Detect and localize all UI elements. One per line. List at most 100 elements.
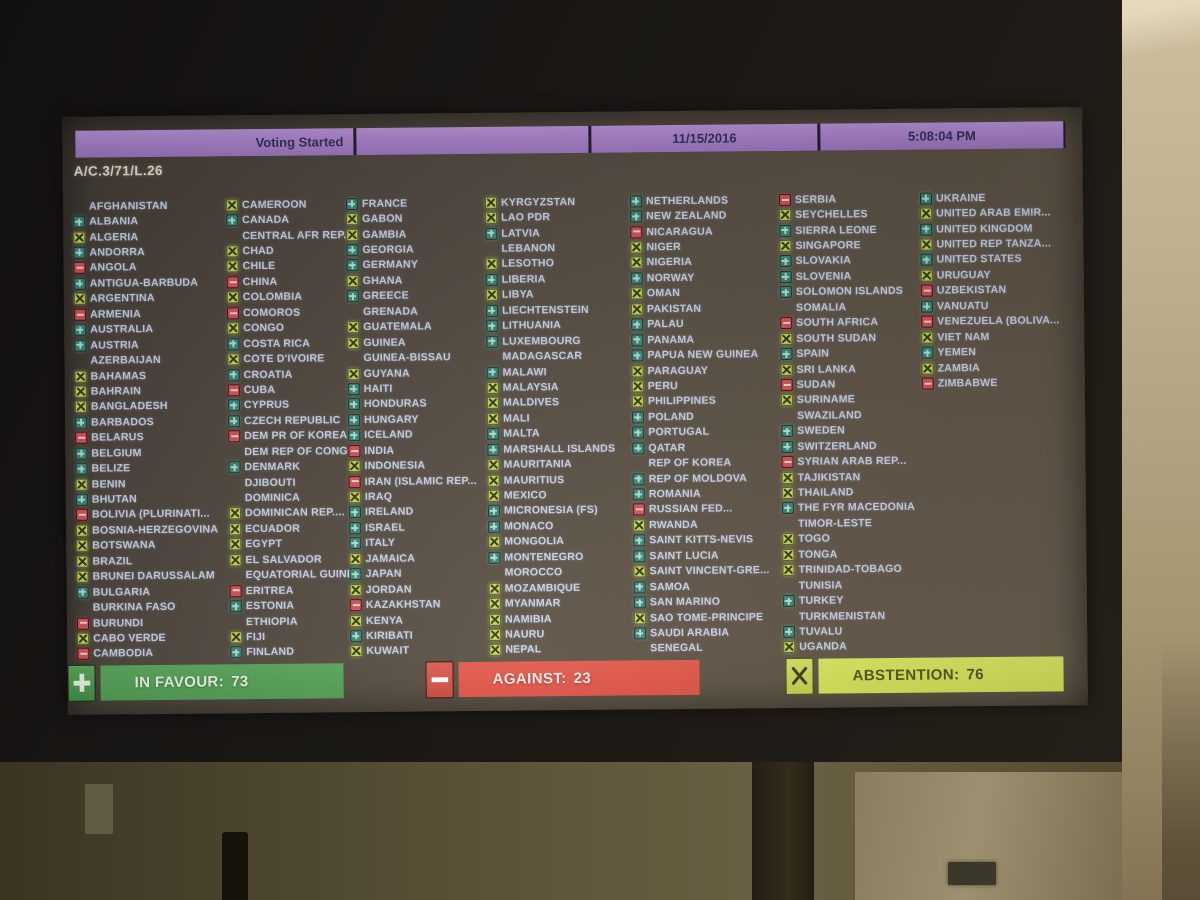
- country-row: SAINT VINCENT-GRE...: [633, 563, 777, 580]
- abstention-icon: [229, 523, 242, 536]
- in-favour-icon: [780, 348, 793, 361]
- country-name: LATVIA: [501, 226, 541, 240]
- country-column: AFGHANISTAN ALBANIA ALGERIA ANDORRA ANGOLA AN…: [73, 197, 227, 662]
- in-favour-icon: [487, 505, 501, 518]
- country-name: NORWAY: [646, 271, 695, 285]
- in-favour-icon: [228, 461, 241, 474]
- country-name: CENTRAL AFR REP....: [242, 228, 357, 242]
- abstention-icon: [630, 241, 643, 254]
- in-favour-icon: [227, 368, 240, 381]
- against-bar: AGAINST: 23: [458, 659, 700, 697]
- country-name: MAURITANIA: [503, 458, 572, 471]
- country-name: REP OF KOREA: [648, 456, 732, 470]
- against-icon: [76, 617, 90, 630]
- country-name: MADAGASCAR: [502, 350, 583, 363]
- in-favour-icon: [632, 472, 645, 486]
- in-favour-icon: [487, 428, 500, 441]
- abstention-icon: [74, 370, 87, 383]
- in-favour-icon: [633, 580, 646, 594]
- country-name: MICRONESIA (FS): [503, 504, 598, 518]
- country-name: COSTA RICA: [243, 337, 311, 350]
- in-favour-icon: [226, 214, 239, 227]
- abstention-icon: [633, 611, 647, 624]
- country-row: GUATEMALA: [347, 318, 481, 335]
- abstention-icon: [485, 258, 498, 271]
- country-row: ZIMBABWE: [921, 374, 1080, 391]
- country-row: KIRIBATI: [350, 627, 484, 644]
- no-vote-slot: [632, 457, 644, 469]
- in-favour-icon: [782, 594, 795, 608]
- country-name: CUBA: [243, 383, 276, 397]
- country-row: EGYPT: [229, 536, 344, 553]
- country-name: GREECE: [362, 289, 409, 303]
- country-name: AFGHANISTAN: [88, 199, 168, 213]
- country-row: SWITZERLAND: [781, 438, 917, 455]
- country-name: ECUADOR: [245, 522, 301, 536]
- country-name: SAINT KITTS-NEVIS: [649, 533, 754, 547]
- header-empty-segment: [356, 125, 589, 156]
- country-row: SOUTH SUDAN: [780, 330, 916, 347]
- country-name: UNITED KINGDOM: [936, 222, 1033, 236]
- country-name: DEM PR OF KOREA: [244, 429, 348, 443]
- in-favour-icon: [630, 210, 643, 223]
- country-row: AFGHANISTAN: [73, 197, 223, 214]
- country-row: INDONESIA: [348, 457, 482, 474]
- country-row: DJIBOUTI: [229, 474, 344, 491]
- abstention-icon: [920, 238, 933, 251]
- country-row: MALI: [487, 410, 627, 427]
- country-name: PORTUGAL: [648, 425, 710, 439]
- country-name: ZAMBIA: [937, 361, 981, 375]
- abstention-icon: [921, 331, 934, 344]
- abstention-icon: [76, 524, 89, 537]
- country-row: NAURU: [489, 626, 629, 643]
- in-favour-icon: [75, 462, 88, 475]
- abstention-icon: [487, 412, 500, 425]
- against-icon: [780, 378, 793, 391]
- country-name: TONGA: [798, 548, 838, 561]
- country-row: ECUADOR: [229, 520, 344, 537]
- country-name: SOMALIA: [795, 301, 847, 314]
- in-favour-icon: [348, 506, 362, 519]
- no-vote-slot: [485, 243, 497, 255]
- country-name: MALAYSIA: [502, 381, 559, 394]
- country-name: AZERBAIJAN: [90, 354, 161, 367]
- country-name: AUSTRALIA: [90, 323, 154, 336]
- country-name: NIGERIA: [646, 256, 693, 269]
- country-row: YEMEN: [921, 344, 1079, 361]
- country-row: DOMINICA: [229, 490, 344, 507]
- abstention-icon: [350, 645, 363, 658]
- country-column: SERBIA SEYCHELLES SIERRA LEONE SINGAPORE SLO…: [778, 191, 919, 655]
- country-row: SRI LANKA: [780, 361, 917, 378]
- country-name: TUNISIA: [798, 579, 843, 592]
- country-name: UNITED ARAB EMIR...: [936, 206, 1051, 220]
- against-label: AGAINST:: [492, 669, 567, 688]
- country-name: TURKMENISTAN: [798, 609, 886, 623]
- country-name: EL SALVADOR: [245, 553, 322, 566]
- against-icon: [921, 315, 934, 328]
- country-name: SINGAPORE: [795, 239, 861, 252]
- country-name: ZIMBABWE: [937, 376, 998, 390]
- country-row: NIGERIA: [630, 254, 775, 271]
- against-icon: [348, 444, 361, 457]
- abstention-icon: [781, 486, 794, 500]
- country-row: EL SALVADOR: [229, 551, 344, 568]
- abstention-icon: [346, 228, 359, 241]
- country-row: ITALY: [349, 535, 483, 552]
- country-name: IRAN (ISLAMIC REP...: [364, 474, 477, 488]
- country-name: URUGUAY: [936, 268, 991, 282]
- country-row: QATAR: [632, 439, 776, 456]
- abstention-icon: [227, 353, 240, 366]
- in-favour-icon: [485, 304, 499, 317]
- wall-pillar: [752, 762, 814, 900]
- country-name: KAZAKHSTAN: [365, 598, 441, 612]
- against-icon: [348, 475, 361, 488]
- country-row: ALBANIA: [73, 213, 223, 230]
- in-favour-icon: [230, 646, 243, 659]
- country-row: IRELAND: [348, 504, 483, 521]
- country-name: SLOVENIA: [795, 270, 852, 283]
- against-icon: [73, 262, 86, 275]
- country-row: ANGOLA: [73, 259, 224, 276]
- wall-corner-highlight: [1122, 0, 1200, 64]
- country-name: FRANCE: [361, 197, 408, 210]
- in-favour-icon: [632, 488, 645, 501]
